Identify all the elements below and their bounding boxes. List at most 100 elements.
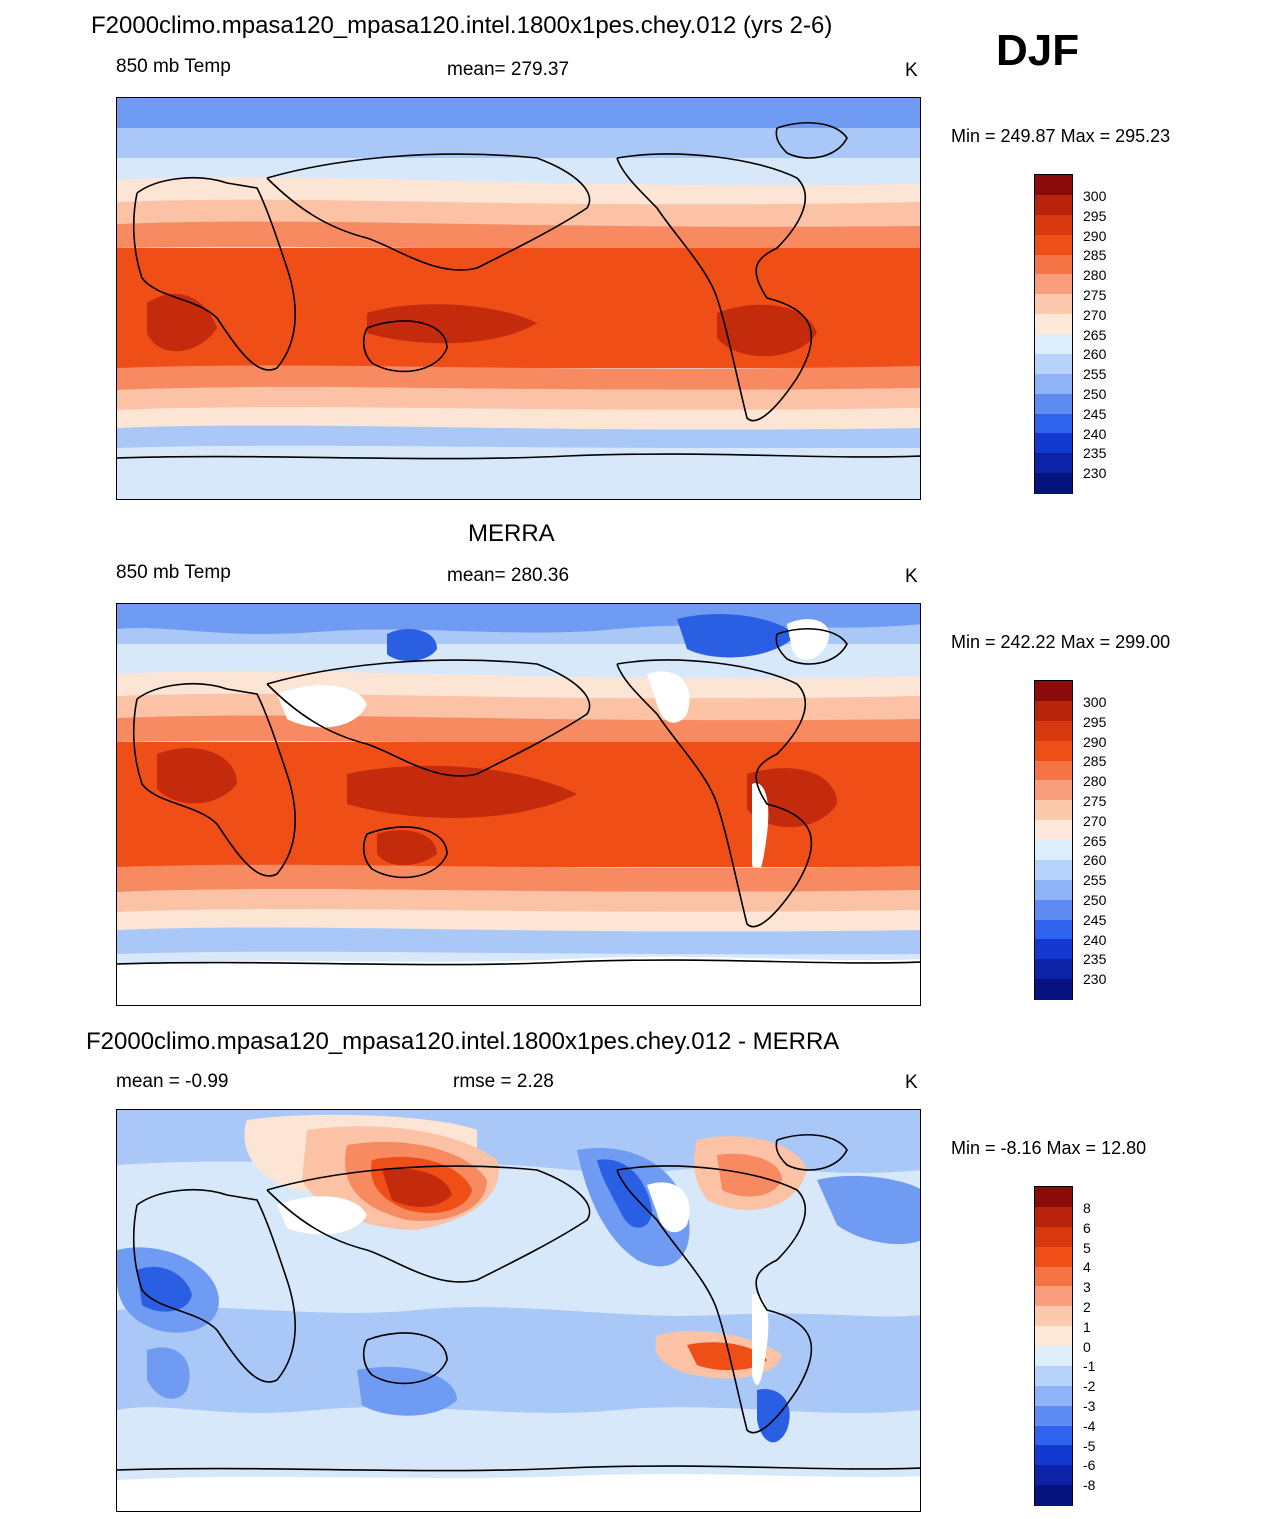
colorbar-cell [1035, 859, 1072, 881]
colorbar-cell [1035, 334, 1072, 355]
colorbar-cell [1035, 979, 1072, 1000]
panel-2-colorbar-label: 230 [1083, 971, 1107, 987]
colorbar-cell [1035, 1206, 1072, 1228]
colorbar-cell [1035, 373, 1072, 395]
panel-3-colorbar-label: -1 [1083, 1358, 1096, 1374]
panel-3-minmax: Min = -8.16 Max = 12.80 [951, 1138, 1147, 1158]
panel-2-colorbar-label: 265 [1083, 833, 1107, 849]
colorbar-cell [1035, 433, 1072, 454]
colorbar-cell [1035, 919, 1072, 940]
panel-1-colorbar [1034, 174, 1073, 494]
panel-3-colorbar-label: 6 [1083, 1220, 1091, 1236]
colorbar-cell [1035, 314, 1072, 335]
panel-3-colorbar-label: 4 [1083, 1259, 1091, 1275]
panel-1-map-svg [117, 98, 920, 499]
colorbar-cell [1035, 700, 1072, 722]
panel-3-colorbar-label: -8 [1083, 1477, 1096, 1493]
panel-1-colorbar-label: 250 [1083, 386, 1107, 402]
panel-3-colorbar-label: 2 [1083, 1299, 1091, 1315]
panel-1-colorbar-label: 255 [1083, 366, 1107, 382]
colorbar-cell [1035, 840, 1072, 861]
colorbar-cell [1035, 254, 1072, 275]
colorbar-cell [1035, 959, 1072, 980]
panel-1-colorbar-label: 290 [1083, 228, 1107, 244]
panel-2-colorbar-label: 240 [1083, 932, 1107, 948]
panel-1-colorbar-label: 295 [1083, 208, 1107, 224]
panel-3-colorbar-label: 8 [1083, 1200, 1091, 1216]
colorbar-cell [1035, 820, 1072, 841]
panel-1-mean: mean= 279.37 [447, 59, 570, 80]
colorbar-cell [1035, 780, 1072, 801]
panel-2-colorbar-label: 285 [1083, 753, 1107, 769]
panel-3-rmse: rmse = 2.28 [453, 1071, 554, 1092]
panel-1-colorbar-label: 275 [1083, 287, 1107, 303]
colorbar-cell [1035, 1326, 1072, 1347]
panel-1-colorbar-label: 240 [1083, 426, 1107, 442]
colorbar-cell [1035, 234, 1072, 255]
panel-1-colorbar-label: 280 [1083, 267, 1107, 283]
colorbar-cell [1035, 760, 1072, 781]
colorbar-cell [1035, 1485, 1072, 1506]
panel-3-colorbar-label: 3 [1083, 1279, 1091, 1295]
colorbar-cell [1035, 1226, 1072, 1248]
panel-2-colorbar-label: 275 [1083, 793, 1107, 809]
panel-2-map-svg [117, 604, 920, 1005]
panel-2-colorbar-label: 280 [1083, 773, 1107, 789]
panel-3-title: F2000climo.mpasa120_mpasa120.intel.1800x… [86, 1028, 840, 1055]
panel-2-colorbar-label: 300 [1083, 694, 1107, 710]
panel-3-colorbar [1034, 1186, 1073, 1506]
panel-3-units: K [905, 1072, 918, 1093]
colorbar-cell [1035, 1246, 1072, 1267]
colorbar-cell [1035, 1365, 1072, 1387]
panel-2-units: K [905, 566, 918, 587]
panel-3-colorbar-label: 1 [1083, 1319, 1091, 1335]
colorbar-cell [1035, 1187, 1072, 1208]
colorbar-cell [1035, 1405, 1072, 1426]
colorbar-cell [1035, 413, 1072, 434]
panel-1-colorbar-label: 235 [1083, 445, 1107, 461]
panel-2-colorbar-label: 295 [1083, 714, 1107, 730]
panel-2-colorbar-label: 260 [1083, 852, 1107, 868]
panel-3-map-svg [117, 1110, 920, 1511]
panel-3-colorbar-label: 5 [1083, 1240, 1091, 1256]
colorbar-cell [1035, 899, 1072, 920]
panel-1-colorbar-label: 270 [1083, 307, 1107, 323]
colorbar-cell [1035, 1445, 1072, 1466]
panel-3-colorbar-label: -5 [1083, 1438, 1096, 1454]
panel-2-title: MERRA [468, 520, 555, 547]
colorbar-cell [1035, 1286, 1072, 1307]
panel-1-colorbar-label: 230 [1083, 465, 1107, 481]
colorbar-cell [1035, 393, 1072, 414]
panel-3-colorbar-label: -6 [1083, 1457, 1096, 1473]
colorbar-cell [1035, 194, 1072, 216]
colorbar-cell [1035, 1385, 1072, 1407]
colorbar-cell [1035, 473, 1072, 494]
panel-2-colorbar-label: 270 [1083, 813, 1107, 829]
colorbar-cell [1035, 274, 1072, 295]
colorbar-cell [1035, 294, 1072, 315]
panel-1-colorbar-label: 260 [1083, 346, 1107, 362]
panel-1-colorbar-label: 285 [1083, 247, 1107, 263]
panel-3-mean: mean = -0.99 [116, 1071, 229, 1092]
panel-1-title: F2000climo.mpasa120_mpasa120.intel.1800x… [91, 12, 833, 39]
colorbar-cell [1035, 1306, 1072, 1327]
colorbar-cell [1035, 453, 1072, 474]
colorbar-cell [1035, 800, 1072, 821]
panel-1-colorbar-label: 300 [1083, 188, 1107, 204]
panel-2-minmax: Min = 242.22 Max = 299.00 [951, 632, 1171, 652]
season-label: DJF [996, 26, 1080, 75]
colorbar-cell [1035, 175, 1072, 196]
panel-1-units: K [905, 60, 918, 81]
colorbar-cell [1035, 939, 1072, 960]
panel-2-colorbar-label: 245 [1083, 912, 1107, 928]
panel-2-colorbar [1034, 680, 1073, 1000]
panel-1-variable: 850 mb Temp [116, 56, 231, 77]
panel-3-colorbar-label: 0 [1083, 1339, 1091, 1355]
colorbar-cell [1035, 740, 1072, 761]
panel-3-map [116, 1109, 921, 1512]
panel-1-colorbar-label: 265 [1083, 327, 1107, 343]
panel-1-map [116, 97, 921, 500]
colorbar-cell [1035, 681, 1072, 702]
panel-2-colorbar-label: 255 [1083, 872, 1107, 888]
panel-2-colorbar-label: 290 [1083, 734, 1107, 750]
